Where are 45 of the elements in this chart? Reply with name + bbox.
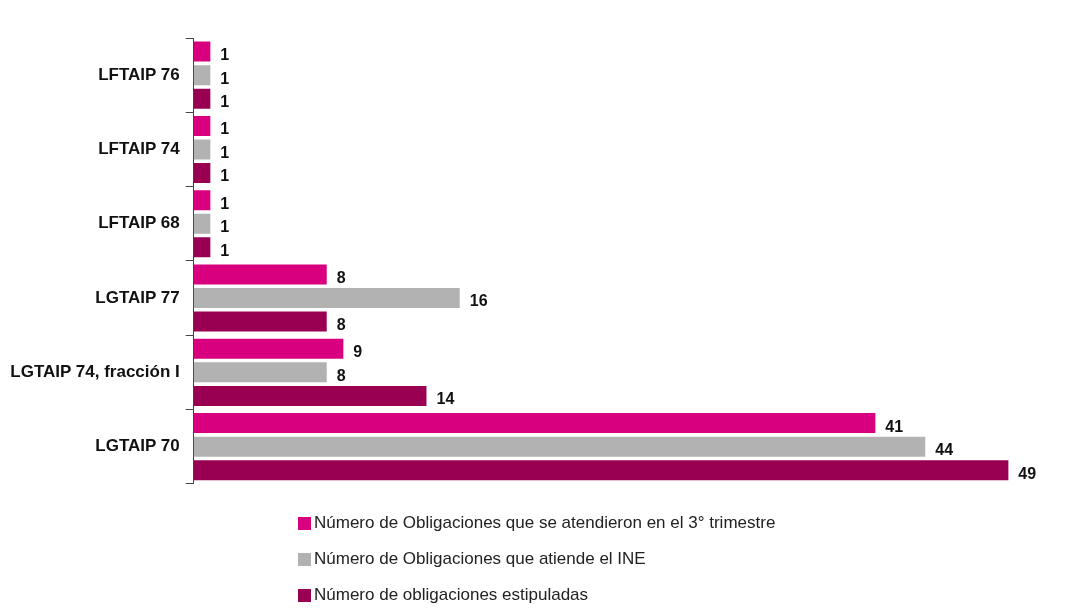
bar: [193, 460, 1009, 481]
bar: [193, 288, 460, 309]
bar: [193, 41, 211, 62]
y-tick-label: LFTAIP 74: [98, 139, 181, 159]
y-tick-label: LGTAIP 77: [95, 287, 180, 307]
bar: [193, 190, 211, 211]
data-label: 1: [220, 93, 230, 111]
bar: [193, 65, 211, 86]
data-label: 1: [220, 241, 230, 259]
data-label: 44: [935, 441, 954, 459]
bar: [193, 88, 211, 109]
data-label: 1: [220, 143, 230, 161]
data-label: 49: [1018, 464, 1037, 482]
bar: [193, 362, 327, 383]
data-label: 9: [353, 343, 363, 361]
data-label: 8: [336, 315, 346, 333]
data-label: 41: [885, 417, 904, 435]
data-label: 1: [220, 167, 230, 185]
data-label: 1: [220, 194, 230, 212]
y-tick-label: LFTAIP 68: [98, 213, 180, 233]
bar: [193, 264, 327, 285]
y-tick-label: LFTAIP 76: [98, 64, 180, 84]
bar: [193, 413, 876, 434]
legend-label: Número de Obligaciones que atiende el INE: [314, 549, 646, 569]
data-label: 16: [469, 292, 488, 310]
legend-label: Número de obligaciones estipuladas: [314, 585, 589, 605]
data-label: 1: [220, 218, 230, 236]
bar: [193, 115, 211, 136]
bar: [193, 385, 427, 406]
bar: [193, 237, 211, 258]
y-tick-label: LGTAIP 70: [95, 436, 180, 456]
data-label: 1: [220, 120, 230, 138]
data-label: 8: [336, 268, 346, 286]
data-label: 14: [436, 390, 455, 408]
y-tick-label: LGTAIP 74, fracción I: [10, 362, 180, 382]
bar: [193, 338, 344, 359]
bar: [193, 213, 211, 234]
data-label: 8: [336, 366, 346, 384]
data-label: 1: [220, 69, 230, 87]
bar: [193, 139, 211, 160]
bar: [193, 436, 926, 457]
bar: [193, 311, 327, 332]
data-label: 1: [220, 46, 230, 64]
bar: [193, 162, 211, 183]
legend-label: Número de Obligaciones que se atendieron en el 3° trimestre: [314, 513, 776, 533]
